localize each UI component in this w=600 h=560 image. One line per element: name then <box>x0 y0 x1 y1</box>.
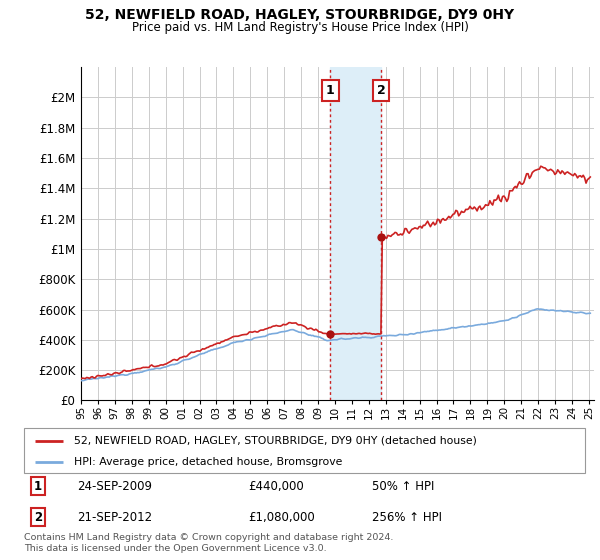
Text: 21-SEP-2012: 21-SEP-2012 <box>77 511 152 524</box>
Text: 50% ↑ HPI: 50% ↑ HPI <box>372 480 434 493</box>
Text: 2: 2 <box>34 511 42 524</box>
Text: 256% ↑ HPI: 256% ↑ HPI <box>372 511 442 524</box>
Text: Price paid vs. HM Land Registry's House Price Index (HPI): Price paid vs. HM Land Registry's House … <box>131 21 469 34</box>
Bar <box>331 67 381 400</box>
FancyBboxPatch shape <box>24 428 585 473</box>
Text: 1: 1 <box>34 480 42 493</box>
Text: HPI: Average price, detached house, Bromsgrove: HPI: Average price, detached house, Brom… <box>74 457 343 467</box>
Text: 1: 1 <box>326 84 335 97</box>
Text: Contains HM Land Registry data © Crown copyright and database right 2024.
This d: Contains HM Land Registry data © Crown c… <box>24 533 394 553</box>
Text: £440,000: £440,000 <box>248 480 304 493</box>
Text: £1,080,000: £1,080,000 <box>248 511 315 524</box>
Text: 52, NEWFIELD ROAD, HAGLEY, STOURBRIDGE, DY9 0HY (detached house): 52, NEWFIELD ROAD, HAGLEY, STOURBRIDGE, … <box>74 436 478 446</box>
Text: 52, NEWFIELD ROAD, HAGLEY, STOURBRIDGE, DY9 0HY: 52, NEWFIELD ROAD, HAGLEY, STOURBRIDGE, … <box>85 8 515 22</box>
Text: 24-SEP-2009: 24-SEP-2009 <box>77 480 152 493</box>
Text: 2: 2 <box>377 84 385 97</box>
